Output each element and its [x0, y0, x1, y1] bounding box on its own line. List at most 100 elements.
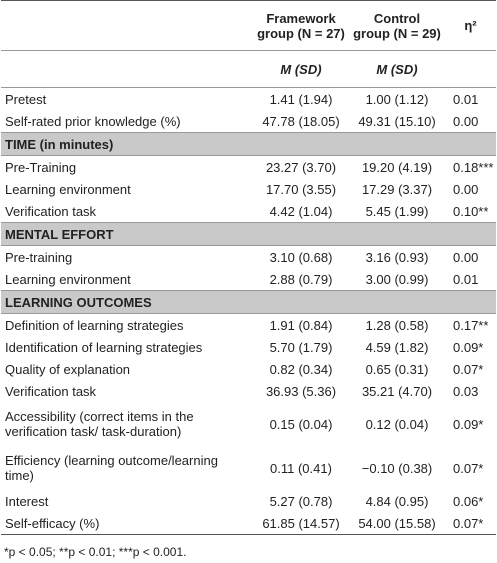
section-row: MENTAL EFFORT — [1, 222, 496, 246]
cell: 0.03 — [453, 383, 479, 399]
data-row: Self-rated prior knowledge (%) 47.78 (18.… — [1, 110, 496, 133]
subheader-cell: M (SD) — [253, 50, 349, 88]
data-row: Pretest 1.41 (1.94) 1.00 (1.12) 0.01 — [1, 88, 496, 111]
cell: 49.31 (15.10) — [358, 113, 436, 129]
cell: 0.18*** — [453, 159, 494, 175]
cell: 3.16 (0.93) — [365, 249, 429, 265]
subheader-cell — [1, 50, 253, 88]
row-label: Definition of learning strategies — [5, 317, 184, 333]
cell: 19.20 (4.19) — [361, 159, 433, 175]
cell: 1.91 (0.84) — [269, 317, 333, 333]
row-label: Pre-training — [5, 249, 73, 265]
cell: 1.00 (1.12) — [365, 91, 429, 107]
header-text: Framework — [266, 10, 336, 26]
data-row: Learning environment 2.88 (0.79) 3.00 (0.9… — [1, 268, 496, 291]
row-label: Verification task — [5, 383, 97, 399]
cell: 47.78 (18.05) — [262, 113, 340, 129]
cell: 0.01 — [453, 271, 479, 287]
data-row: Verification task 4.42 (1.04) 5.45 (1.99) 0… — [1, 200, 496, 223]
cell: −0.10 (0.38) — [361, 460, 433, 476]
subheader-cell: M (SD) — [349, 50, 445, 88]
cell: 0.09* — [453, 339, 484, 355]
header-cell: Control group (N = 29) — [349, 0, 445, 51]
header-cell: Framework group (N = 27) — [253, 0, 349, 51]
cell: 0.09* — [453, 416, 484, 432]
cell: 0.06* — [453, 493, 484, 509]
cell: 0.12 (0.04) — [365, 416, 429, 432]
cell: 1.28 (0.58) — [365, 317, 429, 333]
row-label: Identification of learning strategies — [5, 339, 203, 355]
header-cell: η² — [445, 0, 496, 51]
section-row: LEARNING OUTCOMES — [1, 290, 496, 314]
cell: 0.17** — [453, 317, 489, 333]
cell: 0.00 — [453, 113, 479, 129]
cell: 1.41 (1.94) — [269, 91, 333, 107]
data-row: Definition of learning strategies 1.91 (0… — [1, 314, 496, 337]
data-row: Verification task 36.93 (5.36) 35.21 (4.70… — [1, 380, 496, 402]
cell: 0.07* — [453, 460, 484, 476]
data-row: Pre-Training 23.27 (3.70) 19.20 (4.19) 0.18… — [1, 156, 496, 179]
data-row: Learning environment 17.70 (3.55) 17.29 (3… — [1, 178, 496, 200]
header-text: η² — [464, 18, 477, 33]
data-row: Quality of explanation 0.82 (0.34) 0.65 (0… — [1, 358, 496, 380]
cell: 0.07* — [453, 361, 484, 377]
cell: 0.10** — [453, 203, 489, 219]
header-cell — [1, 0, 253, 51]
cell: 5.27 (0.78) — [269, 493, 333, 509]
cell: 5.70 (1.79) — [269, 339, 333, 355]
results-table: Framework group (N = 27) Control group (N =… — [1, 0, 496, 535]
cell: 54.00 (15.58) — [349, 512, 445, 535]
row-label: Verification task — [5, 203, 97, 219]
data-row: Identification of learning strategies 5.7… — [1, 336, 496, 358]
row-label: Self-rated prior knowledge (%) — [5, 113, 181, 129]
data-row: Pre-training 3.10 (0.68) 3.16 (0.93) 0.00 — [1, 246, 496, 269]
row-label: Quality of explanation — [5, 361, 131, 377]
cell: 0.65 (0.31) — [365, 361, 429, 377]
section-heading: LEARNING OUTCOMES — [1, 290, 496, 314]
data-row: Efficiency (learning outcome/learning ti… — [1, 446, 496, 490]
cell: 3.10 (0.68) — [269, 249, 333, 265]
subheader-cell — [445, 50, 496, 88]
row-label: Efficiency (learning outcome/learning ti… — [5, 453, 218, 483]
cell: 0.00 — [453, 181, 479, 197]
row-label: Learning environment — [5, 271, 131, 287]
table-body: Framework group (N = 27) Control group (N =… — [1, 0, 496, 535]
cell: 0.11 (0.41) — [270, 460, 332, 476]
cell: 0.15 (0.04) — [269, 416, 333, 432]
cell: 4.42 (1.04) — [269, 203, 333, 219]
cell: 3.00 (0.99) — [365, 271, 429, 287]
cell: 0.01 — [453, 91, 479, 107]
section-row: TIME (in minutes) — [1, 132, 496, 156]
cell: 35.21 (4.70) — [361, 383, 433, 399]
cell: 36.93 (5.36) — [265, 383, 337, 399]
row-label: Pre-Training — [5, 159, 77, 175]
row-label: Interest — [5, 493, 49, 509]
row-label: Self-efficacy (%) — [1, 512, 253, 535]
cell: 17.29 (3.37) — [361, 181, 433, 197]
footnote: *p < 0.05; **p < 0.01; ***p < 0.001. — [4, 545, 187, 559]
data-row: Self-efficacy (%) 61.85 (14.57) 54.00 (15.… — [1, 512, 496, 535]
section-heading: MENTAL EFFORT — [1, 222, 496, 246]
header-text: Control — [373, 10, 421, 26]
header-text: group (N = 29) — [353, 25, 441, 41]
cell: 17.70 (3.55) — [265, 181, 337, 197]
data-row: Accessibility (correct items in the veri… — [1, 402, 496, 446]
row-label: Accessibility (correct items in the veri… — [5, 409, 194, 439]
section-heading: TIME (in minutes) — [1, 132, 496, 156]
cell: 61.85 (14.57) — [253, 512, 349, 535]
cell: 5.45 (1.99) — [365, 203, 429, 219]
header-text: group (N = 27) — [257, 25, 345, 41]
cell: 0.00 — [453, 249, 479, 265]
cell: 0.07* — [445, 512, 496, 535]
data-row: Interest 5.27 (0.78) 4.84 (0.95) 0.06* — [1, 490, 496, 512]
cell: 4.84 (0.95) — [365, 493, 429, 509]
row-label: Learning environment — [5, 181, 131, 197]
cell: 4.59 (1.82) — [365, 339, 429, 355]
header-row: Framework group (N = 27) Control group (N =… — [1, 0, 496, 51]
subheader-row: M (SD) M (SD) — [1, 50, 496, 88]
cell: 23.27 (3.70) — [265, 159, 337, 175]
cell: 2.88 (0.79) — [269, 271, 333, 287]
cell: 0.82 (0.34) — [269, 361, 333, 377]
row-label: Pretest — [5, 91, 47, 107]
